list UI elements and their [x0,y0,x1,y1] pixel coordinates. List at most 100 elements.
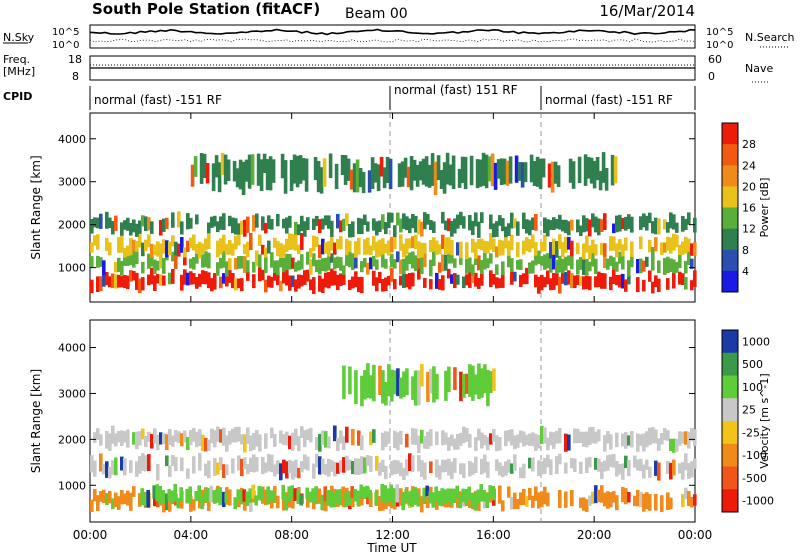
echo-cell [510,269,514,285]
echo-cell [467,486,471,500]
echo-cell [501,240,505,256]
echo-cell [129,492,133,511]
echo-cell [480,259,484,275]
echo-cell [132,271,136,281]
echo-cell [329,490,333,508]
echo-cell [351,496,355,508]
echo-cell [351,276,355,289]
echo-cell [405,459,409,476]
echo-cell [458,494,462,509]
echo-cell [546,454,550,468]
echo-cell [387,364,391,397]
echo-cell [135,431,139,450]
echo-cell [336,437,340,452]
x-tick-label: 00:00 [678,528,713,542]
echo-cell [365,485,369,498]
echo-cell [462,216,466,229]
echo-cell [588,457,592,468]
echo-cell [363,239,367,255]
echo-cell [474,242,478,259]
echo-cell [292,154,297,184]
echo-cell [669,462,673,480]
echo-cell [171,435,175,447]
echo-cell [372,236,376,251]
echo-cell [516,242,520,258]
echo-cell [276,495,280,509]
echo-cell [615,275,619,286]
echo-cell [514,155,519,183]
echo-cell [383,485,387,503]
echo-cell [306,251,310,265]
echo-band [93,425,697,454]
echo-cell [359,484,363,498]
echo-cell [297,436,301,452]
echo-cell [186,272,190,286]
echo-cell [357,458,361,475]
echo-cell [675,438,679,452]
echo-cell [147,431,151,443]
echo-cell [300,461,304,473]
echo-cell [612,491,616,503]
echo-cell [654,429,658,444]
echo-cell [639,491,643,508]
echo-cell [357,276,361,293]
echo-cell [138,456,142,474]
cpid-label: CPID [3,90,32,103]
echo-cell [306,456,310,471]
echo-cell [579,431,583,443]
echo-cell [261,244,265,255]
echo-cell [174,456,178,472]
echo-cell [114,457,118,476]
echo-cell [165,434,169,450]
echo-cell [273,260,277,273]
colorbar-tick: 25 [742,404,756,417]
echo-cell [155,484,159,502]
echo-cell [675,261,679,273]
echo-cell [402,213,406,229]
echo-cell [108,217,112,229]
echo-cell [436,155,441,181]
echo-band [342,363,496,407]
echo-cell [237,256,241,269]
echo-cell [624,455,628,469]
echo-cell [477,428,481,441]
echo-cell [288,435,292,450]
echo-cell [588,261,592,272]
echo-cell [327,458,331,477]
echo-cell [657,278,661,293]
echo-cell [300,426,304,438]
echo-cell [633,495,637,507]
echo-cell [414,234,418,249]
echo-cell [312,218,316,230]
echo-cell [456,433,460,450]
echo-cell [90,455,94,473]
echo-cell [594,216,598,233]
echo-cell [450,253,454,264]
colorbar-swatch [722,249,738,272]
echo-cell [351,428,355,446]
echo-cell [535,156,540,187]
echo-cell [192,427,196,442]
echo-cell [180,433,184,447]
echo-cell [666,236,670,251]
echo-cell [238,159,243,190]
echo-cell [669,258,673,272]
echo-cell [355,159,360,193]
echo-cell [135,250,139,265]
echo-cell [231,273,235,289]
echo-cell [591,491,595,504]
echo-cell [558,453,562,465]
colorbar-swatch [722,398,738,422]
echo-cell [549,220,553,230]
echo-cell [339,460,343,473]
echo-cell [585,259,589,276]
echo-cell [211,163,216,192]
echo-cell [240,434,244,445]
echo-cell [216,426,220,442]
echo-cell [690,496,694,508]
echo-cell [417,241,421,258]
echo-cell [345,213,349,226]
echo-cell [456,491,460,508]
echo-cell [358,168,363,188]
echo-cell [205,163,210,184]
